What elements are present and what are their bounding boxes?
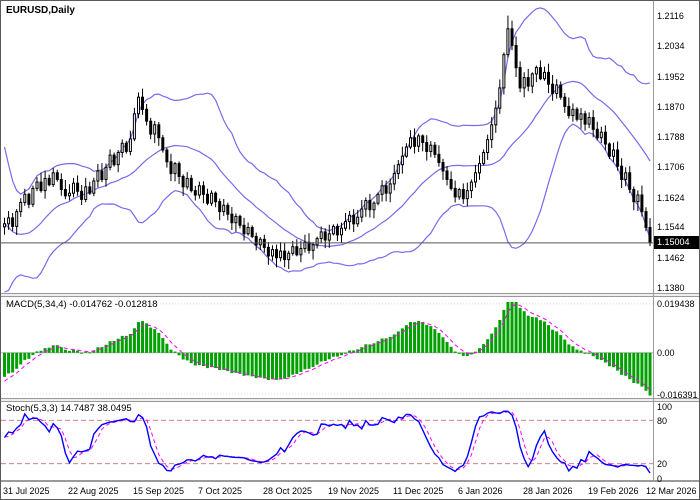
candles-group (3, 15, 652, 269)
stoch-main-line (3, 410, 651, 474)
panel-separators (1, 1, 699, 482)
stoch-level-lines (1, 419, 653, 465)
macd-signal-line (4, 303, 651, 391)
bollinger-bands (3, 7, 651, 293)
macd-histogram (3, 302, 652, 396)
